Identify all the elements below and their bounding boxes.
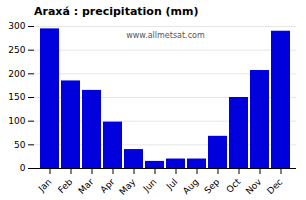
html-text:Araxá : precipitation (mm): Araxá : precipitation (mm) xyxy=(34,5,199,18)
svg-text:Jan: Jan xyxy=(36,177,54,195)
svg-text:100: 100 xyxy=(8,116,25,126)
svg-text:www.allmetsat.com: www.allmetsat.com xyxy=(126,31,205,40)
svg-text:Mar: Mar xyxy=(76,176,95,195)
svg-text:Nov: Nov xyxy=(244,176,264,196)
svg-text:Aug: Aug xyxy=(181,177,201,197)
svg-text:0: 0 xyxy=(20,163,26,173)
svg-text:50: 50 xyxy=(14,140,26,150)
svg-text:150: 150 xyxy=(8,92,25,102)
svg-text:Apr: Apr xyxy=(98,177,116,195)
svg-text:Feb: Feb xyxy=(56,177,75,196)
svg-text:Oct: Oct xyxy=(224,176,242,194)
svg-text:200: 200 xyxy=(8,69,25,79)
svg-text:Jun: Jun xyxy=(141,177,159,195)
svg-text:250: 250 xyxy=(8,45,25,55)
svg-text:300: 300 xyxy=(8,21,25,31)
svg-text:Sep: Sep xyxy=(202,177,221,196)
svg-text:May: May xyxy=(117,176,138,197)
svg-text:Dec: Dec xyxy=(265,177,284,196)
svg-text:Jul: Jul xyxy=(164,177,179,192)
